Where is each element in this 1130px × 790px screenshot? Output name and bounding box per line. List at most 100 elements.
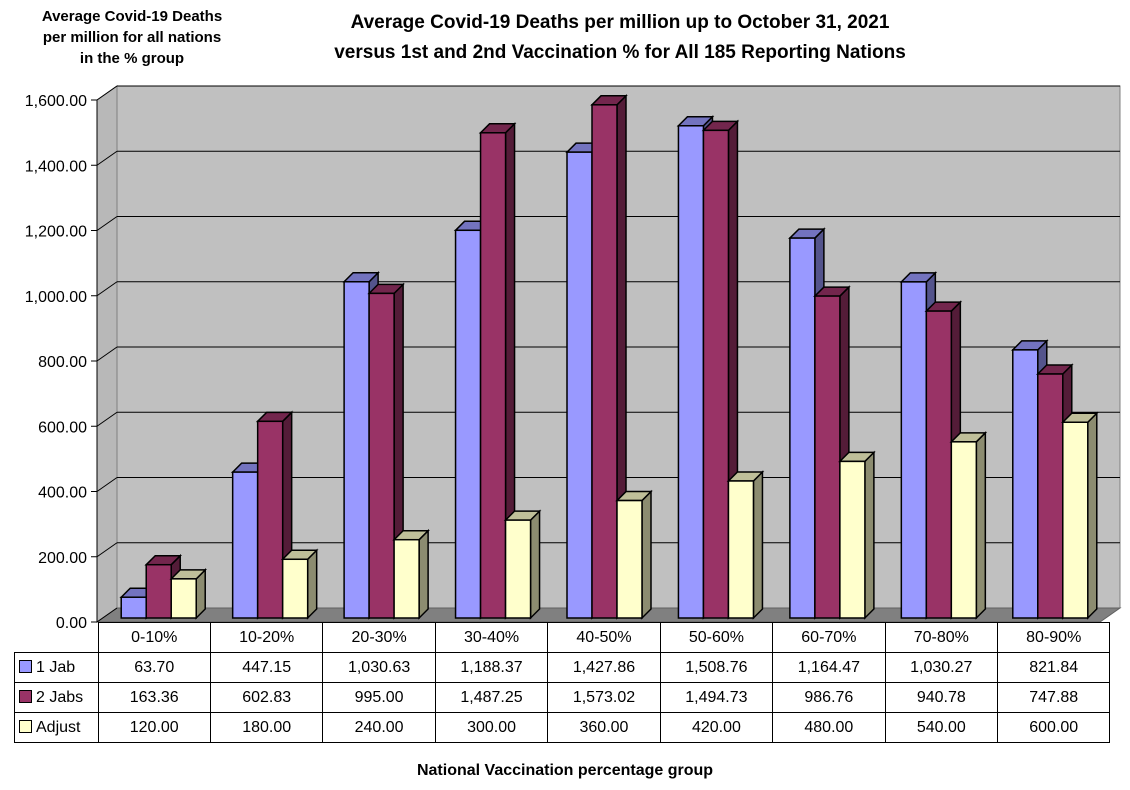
bar-side [864, 450, 875, 620]
legend-swatch [19, 719, 32, 733]
gridline-side [96, 477, 118, 492]
bar [120, 596, 147, 619]
data-label: 420.00 [659, 712, 774, 743]
category-label: 10-20% [209, 622, 324, 653]
table-row: 1 Jab 63.70 447.15 1,030.63 1,188.37 1,427.86… [14, 652, 1111, 683]
category-label: 20-30% [322, 622, 436, 653]
bar [281, 558, 309, 619]
data-label: 747.88 [996, 682, 1111, 713]
bar [727, 480, 755, 619]
data-label: 1,030.63 [322, 652, 436, 683]
category-label: 80-90% [996, 622, 1111, 653]
category-label: 30-40% [434, 622, 549, 653]
legend-label: 1 Jab [36, 658, 76, 676]
bar [393, 538, 420, 619]
y-tick-label: 0.00 [56, 615, 87, 632]
bar [950, 441, 978, 619]
data-table: 0-10% 10-20% 20-30% 30-40% 40-50% 50-60% 60-70… [14, 622, 1111, 743]
bar [591, 104, 618, 619]
bar [343, 281, 370, 619]
bar [1062, 421, 1089, 619]
data-label: 986.76 [772, 682, 886, 713]
category-label: 0-10% [97, 622, 211, 653]
bar [839, 460, 866, 619]
bar-side [1087, 411, 1098, 620]
data-label: 1,164.47 [772, 652, 886, 683]
table-header-row: 0-10% 10-20% 20-30% 30-40% 40-50% 50-60% 60-70… [15, 622, 1111, 653]
data-label: 1,494.73 [659, 682, 774, 713]
bar [925, 310, 953, 619]
y-axis-title-line: Average Covid-19 Deaths [41, 8, 223, 25]
bar-side [641, 489, 652, 620]
data-label: 1,573.02 [547, 682, 661, 713]
y-axis-title-line: in the % group [79, 50, 185, 67]
legend-swatch [19, 689, 32, 703]
bar [814, 295, 841, 619]
category-label: 40-50% [547, 622, 661, 653]
x-axis-title: National Vaccination percentage group [416, 762, 714, 779]
data-label: 120.00 [97, 712, 211, 743]
data-label: 995.00 [322, 682, 436, 713]
bar-side [752, 470, 764, 620]
legend-entry: 2 Jabs [14, 682, 99, 713]
data-label: 940.78 [884, 682, 999, 713]
data-label: 1,188.37 [434, 652, 549, 683]
table-row: Adjust 120.00 180.00 240.00 300.00 360.00 420.… [14, 712, 1111, 743]
data-label: 1,508.76 [659, 652, 774, 683]
data-label: 600.00 [996, 712, 1111, 743]
gridline-side [96, 216, 118, 231]
gridline-side [96, 607, 118, 623]
data-label: 540.00 [884, 712, 999, 743]
bar [677, 125, 705, 619]
legend-entry: Adjust [14, 712, 99, 743]
bar [616, 499, 643, 619]
data-label: 1,427.86 [547, 652, 661, 683]
bar [170, 578, 197, 619]
bar [702, 129, 730, 619]
category-label: 60-70% [772, 622, 886, 653]
y-tick-label: 800.00 [38, 354, 87, 371]
data-label: 447.15 [209, 652, 324, 683]
bar [504, 519, 532, 619]
y-tick-label: 1,600.00 [25, 93, 87, 110]
y-axis-title-line: per million for all nations [42, 29, 222, 46]
bar [789, 237, 816, 619]
table-corner [15, 623, 99, 653]
data-label: 1,030.27 [884, 652, 999, 683]
chart-title-line: Average Covid-19 Deaths per million up t… [350, 12, 890, 33]
data-label: 480.00 [772, 712, 886, 743]
data-label: 1,487.25 [434, 682, 549, 713]
bar-side [529, 509, 541, 620]
data-label: 360.00 [547, 712, 661, 743]
chart-title: Average Covid-19 Deaths per million up t… [270, 8, 970, 68]
bar [479, 132, 507, 619]
y-tick-label: 1,200.00 [25, 224, 87, 241]
bar-side [418, 528, 429, 620]
bar [900, 281, 928, 619]
gridline-side [96, 542, 118, 558]
legend-swatch [19, 659, 32, 673]
data-label: 63.70 [97, 652, 211, 683]
bar [454, 229, 482, 619]
category-label: 70-80% [884, 622, 999, 653]
gridline-side [96, 85, 118, 101]
category-label: 50-60% [659, 622, 774, 653]
legend-entry: 1 Jab [14, 652, 99, 683]
legend-label: Adjust [36, 718, 81, 736]
data-label: 300.00 [434, 712, 549, 743]
bar [145, 563, 172, 619]
y-tick-label: 600.00 [38, 419, 87, 436]
gridline-side [96, 411, 118, 427]
bar [368, 292, 395, 619]
data-label: 240.00 [322, 712, 436, 743]
y-tick-label: 1,000.00 [25, 289, 87, 306]
data-label: 163.36 [97, 682, 211, 713]
bar-side [306, 548, 318, 620]
data-label: 602.83 [209, 682, 324, 713]
legend-label: 2 Jabs [36, 688, 84, 706]
bar [566, 151, 593, 619]
y-tick-label: 200.00 [38, 550, 87, 567]
data-label: 180.00 [209, 712, 324, 743]
gridline-side [96, 281, 118, 297]
